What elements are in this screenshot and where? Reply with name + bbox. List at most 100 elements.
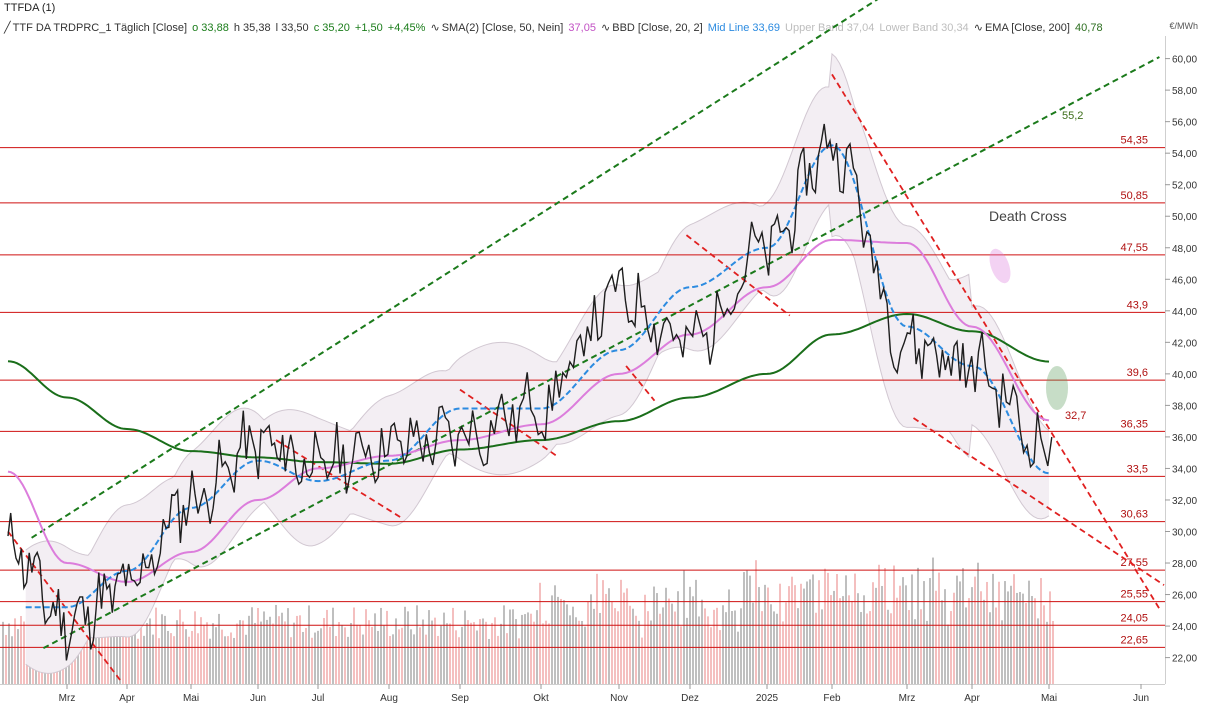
volume-bar	[455, 630, 457, 684]
volume-bar	[296, 615, 298, 684]
volume-bar	[938, 572, 940, 684]
volume-bar	[197, 633, 199, 684]
volume-bar	[539, 582, 541, 684]
volume-bar	[857, 593, 859, 684]
volume-bar	[749, 575, 751, 684]
volume-bar	[635, 615, 637, 684]
volume-bar	[605, 593, 607, 684]
volume-bar	[665, 587, 667, 684]
volume-bar	[812, 574, 814, 684]
volume-bar	[2, 621, 4, 684]
volume-bar	[95, 623, 97, 684]
volume-bar	[530, 613, 532, 684]
volume-bar	[1031, 596, 1033, 684]
volume-bar	[482, 618, 484, 684]
volume-bar	[365, 609, 367, 684]
volume-bar	[170, 633, 172, 684]
volume-bar	[377, 630, 379, 684]
volume-bar	[341, 624, 343, 684]
death-cross-marker	[989, 248, 1011, 284]
legend-high: h 35,38	[233, 22, 271, 34]
volume-bar	[479, 619, 481, 684]
volume-bar	[764, 584, 766, 684]
channel-value-label: 55,2	[1062, 110, 1083, 122]
volume-bar	[11, 636, 13, 684]
volume-bar	[158, 638, 160, 684]
volume-bar	[299, 615, 301, 684]
volume-bar	[671, 603, 673, 684]
volume-bar	[230, 632, 232, 684]
volume-bar	[113, 608, 115, 684]
volume-bar	[686, 617, 688, 684]
volume-bar	[563, 600, 565, 684]
resistance-trend-line	[913, 417, 1165, 586]
volume-bar	[662, 607, 664, 684]
volume-bar	[395, 618, 397, 684]
volume-bar	[992, 573, 994, 684]
volume-bar	[1040, 578, 1042, 684]
volume-bar	[284, 621, 286, 684]
level-label: 36,35	[1120, 418, 1148, 430]
volume-bar	[935, 590, 937, 684]
volume-bar	[1022, 593, 1024, 684]
volume-bar	[719, 630, 721, 684]
sma-50-line	[7, 238, 1050, 583]
volume-bar	[101, 623, 103, 684]
volume-bar	[518, 638, 520, 684]
volume-bar	[521, 614, 523, 684]
volume-bar	[533, 621, 535, 684]
volume-bar	[236, 623, 238, 684]
volume-bar	[212, 623, 214, 684]
y-tick-label: 22,00	[1172, 654, 1197, 665]
volume-bar	[758, 587, 760, 684]
resistance-trend-line	[831, 73, 1161, 610]
ema-wave-icon: ∿	[973, 22, 983, 34]
volume-bar	[755, 560, 757, 684]
volume-bar	[704, 608, 706, 684]
volume-bar	[1004, 581, 1006, 684]
volume-bar	[470, 622, 472, 684]
volume-bar	[275, 604, 277, 684]
volume-bar	[782, 621, 784, 684]
volume-bar	[179, 609, 181, 684]
volume-bar	[956, 575, 958, 684]
volume-bar	[1001, 620, 1003, 684]
volume-bar	[23, 621, 25, 684]
price-line	[7, 123, 1053, 661]
y-tick-label: 42,00	[1172, 338, 1197, 349]
volume-bar	[548, 623, 550, 684]
volume-bar	[392, 634, 394, 684]
y-tick-label: 32,00	[1172, 496, 1197, 507]
volume-bar	[278, 616, 280, 684]
volume-bar	[1013, 574, 1015, 684]
volume-bar	[167, 630, 169, 684]
volume-bar	[383, 625, 385, 684]
volume-bar	[779, 583, 781, 684]
sma-wave-icon: ∿	[430, 22, 440, 34]
level-label: 27,55	[1120, 557, 1148, 569]
volume-bar	[359, 625, 361, 684]
volume-bar	[710, 627, 712, 684]
bbd-wave-icon: ∿	[601, 22, 611, 34]
volume-bar	[245, 634, 247, 684]
volume-bar	[401, 627, 403, 684]
volume-bar	[269, 616, 271, 684]
volume-bar	[425, 634, 427, 684]
volume-bar	[398, 629, 400, 684]
volume-bar	[449, 623, 451, 684]
volume-bar	[884, 567, 886, 684]
x-tick-label: Jul	[312, 693, 325, 704]
volume-bar	[572, 606, 574, 684]
volume-bar	[677, 591, 679, 684]
volume-bar	[152, 634, 154, 684]
volume-bar	[134, 629, 136, 684]
volume-bar	[893, 565, 895, 684]
level-label: 50,85	[1120, 190, 1148, 202]
y-tick-label: 36,00	[1172, 433, 1197, 444]
volume-bar	[830, 595, 832, 684]
volume-bar	[416, 605, 418, 684]
volume-bar	[806, 581, 808, 684]
volume-bar	[752, 602, 754, 684]
legend-ema-label: EMA [Close, 200]	[984, 22, 1070, 34]
